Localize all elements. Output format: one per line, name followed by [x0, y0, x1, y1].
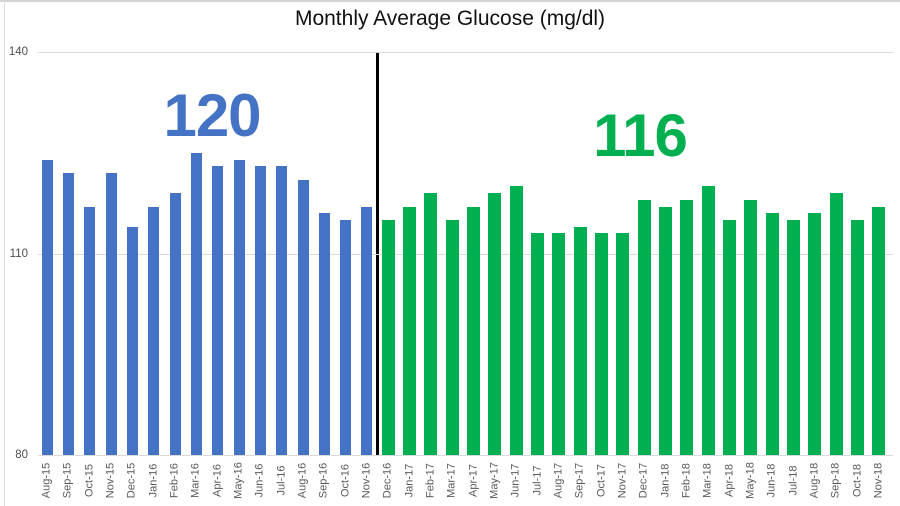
x-tick-label-Dec-16: Dec-16 — [381, 462, 394, 499]
gridline-110 — [38, 254, 893, 255]
bar-Aug-18 — [808, 213, 822, 455]
bar-Feb-18 — [680, 199, 694, 455]
gridline-80 — [38, 455, 893, 456]
bar-Dec-17 — [637, 199, 651, 455]
x-tick-label-Jul-17: Jul-17 — [531, 465, 544, 496]
bar-Mar-18 — [701, 186, 715, 455]
bar-Aug-16 — [297, 179, 309, 455]
bar-Mar-17 — [445, 219, 459, 455]
bar-Feb-16 — [169, 193, 181, 455]
x-tick-label-May-18: May-18 — [744, 462, 757, 499]
chart-border-left — [4, 0, 5, 506]
x-tick-label-May-17: May-17 — [488, 462, 501, 499]
x-tick-label-Jun-17: Jun-17 — [509, 463, 522, 498]
x-tick-label-Apr-18: Apr-18 — [723, 463, 736, 498]
x-tick-label-Aug-15: Aug-15 — [40, 462, 53, 499]
bar-Oct-18 — [851, 219, 864, 455]
bar-Sep-16 — [318, 213, 330, 455]
x-tick-label-Sep-17: Sep-17 — [573, 462, 586, 499]
chart-title: Monthly Average Glucose (mg/dl) — [294, 7, 606, 30]
x-tick-label-Jun-18: Jun-18 — [765, 463, 778, 498]
bar-Nov-16 — [361, 206, 373, 455]
x-tick-label-Jan-16: Jan-16 — [147, 463, 160, 498]
bar-Jan-16 — [148, 206, 160, 455]
x-tick-label-Oct-17: Oct-17 — [595, 464, 608, 498]
bar-Jul-18 — [787, 219, 800, 455]
bar-Jul-17 — [531, 233, 545, 455]
x-tick-label-Nov-17: Nov-17 — [616, 462, 629, 499]
bar-Dec-15 — [126, 226, 138, 455]
average-label-period1: 120 — [163, 82, 261, 149]
bar-Aug-17 — [552, 233, 566, 455]
x-tick-label-Nov-16: Nov-16 — [360, 462, 373, 499]
x-tick-label-Sep-18: Sep-18 — [829, 462, 842, 499]
bar-Jan-18 — [659, 206, 673, 455]
bar-Jul-16 — [276, 166, 288, 455]
bar-Apr-16 — [212, 166, 224, 455]
bar-Sep-15 — [62, 172, 74, 455]
bar-Sep-17 — [573, 226, 587, 455]
bar-Jun-17 — [509, 186, 523, 455]
x-tick-label-Dec-17: Dec-17 — [637, 462, 650, 499]
x-tick-label-Aug-18: Aug-18 — [808, 462, 821, 499]
x-tick-label-Aug-17: Aug-17 — [552, 462, 565, 499]
x-tick-label-Feb-16: Feb-16 — [168, 463, 181, 498]
x-tick-label-Mar-16: Mar-16 — [189, 463, 202, 498]
x-tick-label-Nov-15: Nov-15 — [104, 462, 117, 499]
bar-Jun-18 — [765, 213, 779, 455]
x-tick-label-Feb-17: Feb-17 — [424, 463, 437, 498]
x-tick-label-Sep-16: Sep-16 — [317, 462, 330, 499]
bar-Aug-15 — [41, 159, 53, 455]
bar-Sep-18 — [829, 193, 843, 455]
x-tick-label-Mar-17: Mar-17 — [445, 463, 458, 498]
bar-Jan-17 — [403, 206, 417, 455]
bar-Nov-17 — [616, 233, 630, 455]
x-tick-label-Apr-16: Apr-16 — [211, 463, 224, 498]
x-tick-label-Oct-18: Oct-18 — [851, 464, 863, 498]
y-tick-label-80: 80 — [15, 449, 28, 461]
average-label-period2: 116 — [593, 102, 688, 169]
x-tick-label-Oct-15: Oct-15 — [83, 464, 96, 498]
x-tick-label-Jan-18: Jan-18 — [659, 463, 672, 498]
x-tick-label-Aug-16: Aug-16 — [296, 462, 309, 499]
bar-Mar-16 — [190, 152, 202, 456]
x-tick-label-Jun-16: Jun-16 — [253, 463, 266, 498]
x-tick-label-Nov-18: Nov-18 — [872, 462, 885, 499]
bar-Jun-16 — [254, 166, 266, 455]
x-tick-label-Jan-17: Jan-17 — [403, 463, 416, 498]
bar-Dec-16 — [381, 219, 395, 455]
x-tick-label-Mar-18: Mar-18 — [701, 463, 714, 498]
bar-May-18 — [744, 199, 758, 455]
bar-Oct-17 — [595, 233, 609, 455]
bar-May-17 — [488, 193, 502, 455]
bar-Feb-17 — [424, 193, 438, 455]
x-tick-label-Apr-17: Apr-17 — [467, 463, 480, 498]
x-tick-label-May-16: May-16 — [232, 462, 245, 499]
bar-Apr-18 — [723, 219, 737, 455]
x-tick-label-Oct-16: Oct-16 — [339, 464, 352, 498]
chart-border-top — [0, 0, 900, 2]
bar-Oct-15 — [84, 206, 96, 455]
x-tick-label-Jul-16: Jul-16 — [275, 465, 288, 496]
bar-Apr-17 — [467, 206, 481, 455]
gridline-140 — [38, 52, 893, 53]
bar-Nov-15 — [105, 172, 117, 455]
x-tick-label-Sep-15: Sep-15 — [61, 462, 74, 499]
x-tick-label-Jul-18: Jul-18 — [787, 465, 799, 496]
y-tick-label-110: 110 — [9, 248, 28, 260]
y-tick-label-140: 140 — [8, 46, 28, 58]
x-tick-label-Dec-15: Dec-15 — [125, 462, 138, 499]
bar-Oct-16 — [340, 219, 352, 455]
bar-Nov-18 — [872, 206, 886, 455]
bar-May-16 — [233, 159, 245, 455]
x-tick-label-Feb-18: Feb-18 — [680, 463, 693, 498]
